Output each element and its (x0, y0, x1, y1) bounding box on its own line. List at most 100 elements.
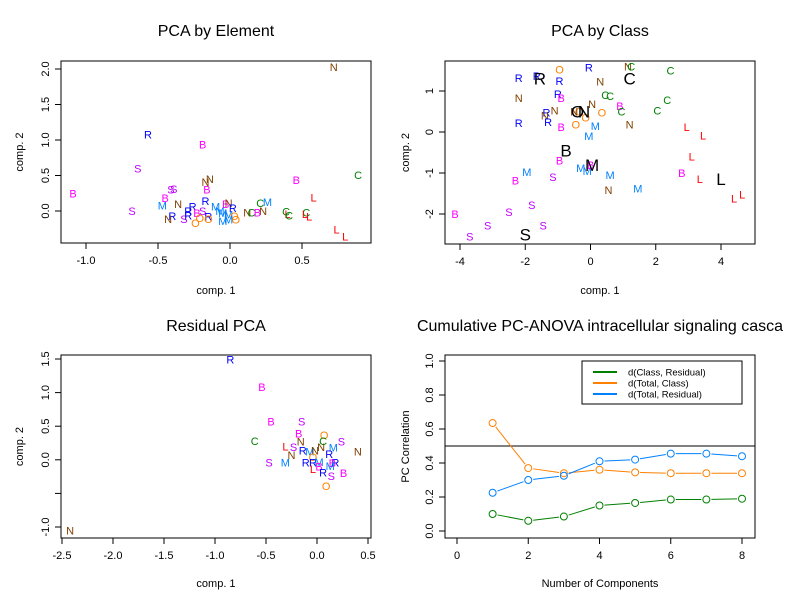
series-marker (738, 469, 746, 478)
data-point-C: C (653, 105, 661, 117)
data-point-R: R (309, 457, 317, 469)
x-tick-label: 0.0 (222, 255, 237, 267)
data-point-M: M (218, 216, 227, 228)
data-point-M: M (329, 443, 338, 455)
x-tick-label: 0 (587, 256, 593, 268)
y-tick-label: 2.0 (40, 61, 52, 76)
data-point-M: M (281, 457, 290, 469)
y-tick-label: 0.0 (424, 523, 436, 538)
series-line-segment (495, 426, 526, 465)
x-axis-label: Number of Components (542, 578, 659, 590)
data-point-R: R (544, 117, 552, 129)
data-point-C: C (627, 61, 635, 73)
data-point-N: N (330, 62, 338, 74)
y-axis-label: comp. 2 (14, 132, 26, 171)
panel-4: Cumulative PC-ANOVA intracellular signal… (400, 318, 783, 590)
data-point-M: M (211, 202, 220, 214)
series-line-segment (604, 459, 631, 462)
data-point-S: S (128, 206, 135, 218)
x-tick-label: 6 (668, 550, 674, 562)
data-point-R: R (556, 76, 564, 88)
y-tick-label: 1.5 (40, 97, 52, 112)
data-point-N: N (570, 107, 578, 119)
x-tick-label: 4 (596, 550, 602, 562)
data-point-R: R (515, 118, 523, 130)
data-point-R: R (184, 210, 192, 222)
data-point-B: B (329, 458, 336, 470)
y-tick-label: 0.6 (424, 421, 436, 436)
data-point-N: N (311, 445, 319, 457)
plot-frame (444, 60, 756, 245)
data-point-S: S (466, 232, 473, 244)
series-line-segment (640, 499, 666, 503)
data-point-C: C (601, 90, 609, 102)
data-point-N: N (225, 198, 233, 210)
y-tick-label: 1.0 (424, 353, 436, 368)
data-point-S: S (528, 200, 535, 212)
data-point-S: S (134, 163, 141, 175)
data-point-C: C (282, 207, 290, 219)
data-point-M: M (224, 215, 233, 227)
data-point-N: N (243, 207, 251, 219)
chart-title: PCA by Class (551, 23, 649, 40)
y-tick-label: 0.8 (424, 387, 436, 402)
class-centroid-S: S (520, 226, 531, 245)
data-point-C: C (354, 170, 362, 182)
series-line-segment (497, 514, 524, 521)
data-point-B: B (678, 168, 685, 180)
data-point-L: L (731, 193, 737, 205)
panel-1: PCA by Element -1.0 -0.5 0.0 0.5 0.0 0.5 1.0 1.5… (14, 23, 372, 297)
data-point-R: R (542, 107, 550, 119)
data-point-R: R (299, 445, 307, 457)
data-point-R: R (515, 73, 523, 85)
series-line-segment (568, 462, 596, 475)
data-point-L: L (689, 152, 695, 164)
series-marker (595, 457, 604, 466)
data-point-N: N (66, 525, 74, 537)
data-point-S: S (484, 220, 491, 232)
series-marker (631, 498, 640, 507)
data-point-B: B (162, 193, 169, 205)
data-point-O: O (322, 481, 331, 493)
data-point-S: S (167, 185, 174, 197)
data-point-N: N (297, 437, 305, 449)
x-tick-label: -0.5 (149, 255, 168, 267)
data-point-B: B (557, 122, 564, 134)
data-point-C: C (663, 95, 671, 107)
y-tick-label: 0.4 (424, 455, 436, 470)
series-marker (559, 469, 568, 478)
data-point-L: L (700, 130, 706, 142)
data-point-B: B (587, 160, 594, 172)
data-point-R: R (319, 468, 327, 480)
data-point-S: S (199, 206, 206, 218)
data-point-M: M (522, 167, 531, 179)
chart-title: PCA by Element (158, 23, 275, 40)
data-point-R: R (189, 202, 197, 214)
x-tick-label: -2.5 (53, 550, 72, 562)
y-tick-label: 0.5 (40, 168, 52, 183)
series-marker (524, 476, 533, 484)
data-point-S: S (540, 220, 547, 232)
data-point-L: L (697, 174, 703, 186)
legend-label: d(Total, Residual) (628, 390, 702, 401)
series-line-segment (604, 502, 631, 506)
y-tick-label: 1.5 (40, 351, 52, 366)
data-point-C: C (248, 207, 256, 219)
series-marker (559, 471, 568, 480)
data-point-N: N (317, 442, 325, 454)
data-point-B: B (295, 429, 302, 441)
data-point-C: C (666, 66, 674, 78)
data-point-N: N (626, 120, 634, 132)
series-line-segment (497, 481, 524, 492)
data-point-O: O (195, 213, 204, 225)
x-tick-label: -4 (455, 256, 465, 268)
data-point-C: C (319, 436, 327, 448)
data-point-C: C (618, 107, 626, 119)
data-point-R: R (229, 203, 237, 215)
data-point-L: L (333, 224, 339, 236)
data-point-M: M (633, 184, 642, 196)
data-point-B: B (267, 416, 274, 428)
data-point-N: N (354, 447, 362, 459)
data-point-O: O (575, 107, 584, 119)
